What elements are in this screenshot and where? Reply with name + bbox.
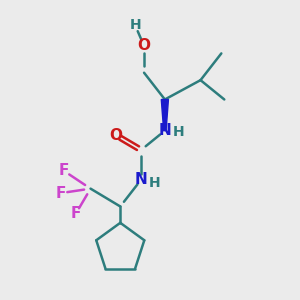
Text: N: N	[135, 172, 148, 187]
Text: N: N	[158, 123, 171, 138]
Text: O: O	[138, 38, 151, 53]
Text: H: H	[129, 18, 141, 32]
Text: H: H	[172, 125, 184, 139]
Text: H: H	[148, 176, 160, 190]
Text: F: F	[58, 163, 69, 178]
Text: F: F	[56, 186, 66, 201]
Text: O: O	[109, 128, 122, 142]
Text: F: F	[70, 206, 81, 221]
Polygon shape	[161, 100, 168, 131]
